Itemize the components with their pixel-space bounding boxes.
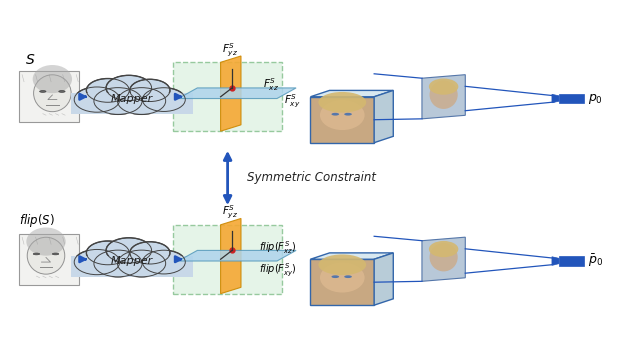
Bar	[72, 93, 193, 114]
Ellipse shape	[429, 78, 458, 95]
Circle shape	[106, 75, 152, 100]
Polygon shape	[178, 88, 296, 99]
Bar	[72, 256, 193, 277]
Text: Symmetric Constraint: Symmetric Constraint	[246, 172, 376, 184]
Ellipse shape	[320, 263, 365, 293]
Ellipse shape	[319, 255, 366, 275]
Ellipse shape	[33, 253, 40, 255]
Circle shape	[86, 79, 129, 102]
Polygon shape	[310, 259, 374, 305]
Polygon shape	[221, 219, 241, 294]
Ellipse shape	[344, 113, 352, 116]
Ellipse shape	[34, 75, 71, 112]
Text: $flip(S)$: $flip(S)$	[19, 212, 54, 229]
Ellipse shape	[33, 65, 72, 93]
Circle shape	[86, 241, 129, 265]
Text: $F_{xy}^{S}$: $F_{xy}^{S}$	[284, 92, 300, 110]
Ellipse shape	[429, 241, 458, 257]
Ellipse shape	[332, 113, 339, 116]
Polygon shape	[552, 94, 559, 103]
Polygon shape	[310, 253, 394, 259]
Circle shape	[118, 88, 166, 114]
Ellipse shape	[332, 275, 339, 278]
Circle shape	[143, 250, 186, 274]
Circle shape	[106, 238, 152, 263]
Text: $F_{yz}^{S}$: $F_{yz}^{S}$	[222, 41, 238, 59]
Circle shape	[118, 250, 166, 277]
Bar	[559, 256, 584, 266]
Bar	[559, 94, 584, 103]
Circle shape	[94, 250, 142, 277]
Text: $S$: $S$	[25, 53, 35, 67]
Circle shape	[74, 250, 120, 275]
Ellipse shape	[26, 227, 66, 256]
Polygon shape	[221, 56, 241, 131]
Text: $F_{yz}^{S}$: $F_{yz}^{S}$	[222, 204, 238, 221]
Polygon shape	[178, 250, 296, 261]
Ellipse shape	[429, 243, 458, 271]
Text: $\bar{p}_0$: $\bar{p}_0$	[588, 253, 603, 269]
Ellipse shape	[28, 237, 65, 274]
Bar	[173, 225, 282, 294]
Text: $F_{xz}^{S}$: $F_{xz}^{S}$	[262, 76, 279, 93]
Bar	[19, 234, 79, 285]
Polygon shape	[310, 97, 374, 143]
Polygon shape	[374, 90, 394, 143]
Polygon shape	[374, 253, 394, 305]
Ellipse shape	[319, 92, 366, 112]
Circle shape	[130, 242, 170, 264]
Ellipse shape	[429, 80, 458, 109]
Circle shape	[130, 79, 170, 101]
Ellipse shape	[40, 90, 46, 92]
Ellipse shape	[52, 253, 59, 255]
Circle shape	[74, 87, 120, 112]
Circle shape	[94, 88, 142, 114]
Polygon shape	[422, 237, 465, 281]
Ellipse shape	[344, 275, 352, 278]
Text: Mapper: Mapper	[111, 94, 153, 104]
Text: $p_0$: $p_0$	[588, 91, 603, 105]
Text: $flip(F_{xy}^{S})$: $flip(F_{xy}^{S})$	[259, 261, 297, 278]
Bar	[19, 71, 79, 122]
Polygon shape	[422, 75, 465, 119]
Polygon shape	[310, 90, 394, 97]
Ellipse shape	[320, 100, 365, 130]
Text: $flip(F_{xz}^{S})$: $flip(F_{xz}^{S})$	[259, 239, 297, 256]
Circle shape	[143, 88, 186, 111]
Ellipse shape	[59, 90, 65, 92]
Bar	[173, 62, 282, 131]
Text: Mapper: Mapper	[111, 256, 153, 266]
Polygon shape	[552, 257, 559, 265]
